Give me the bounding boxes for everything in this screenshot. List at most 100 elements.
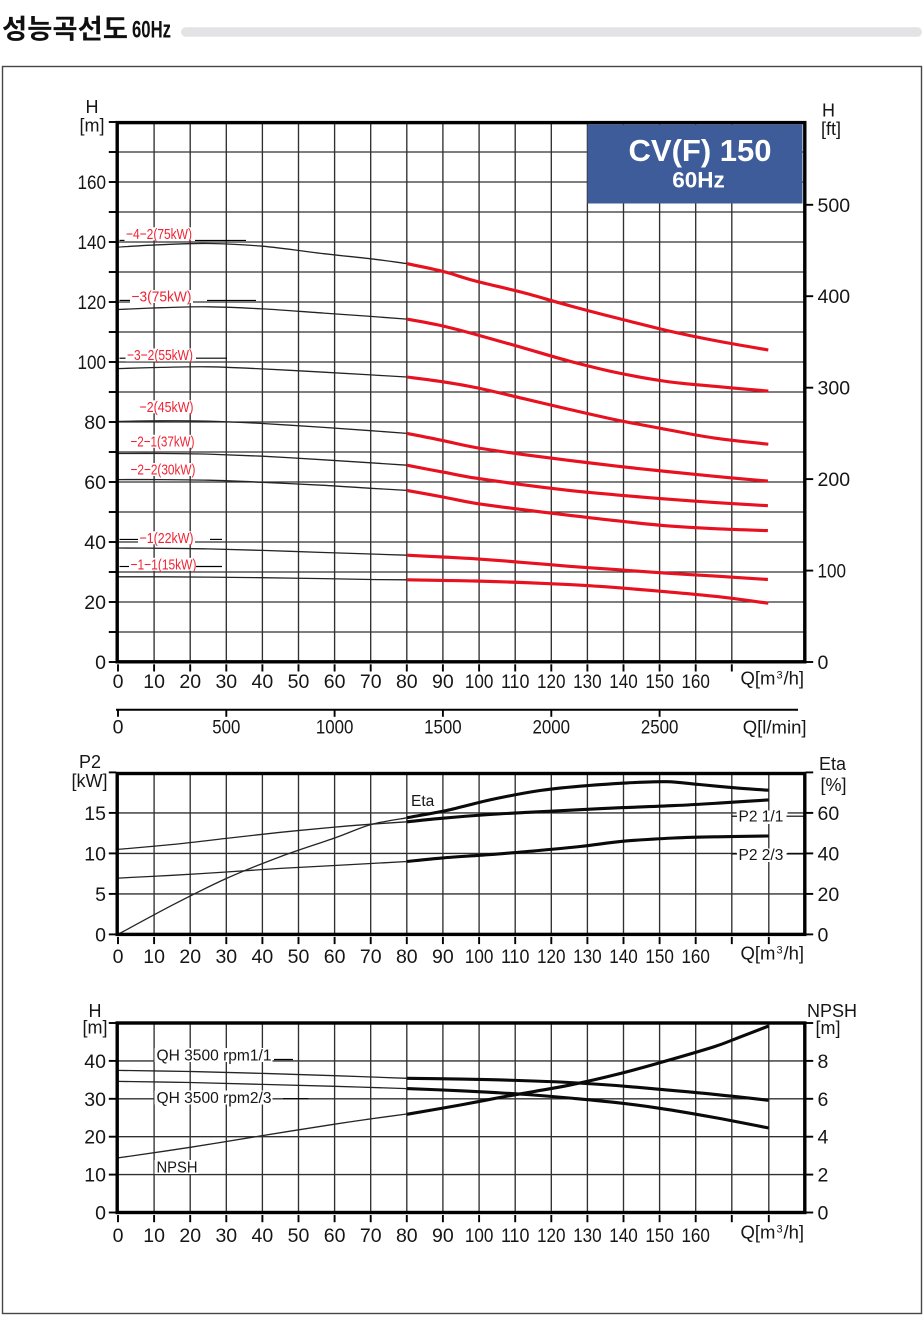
svg-text:400: 400 bbox=[818, 286, 851, 308]
svg-text:20: 20 bbox=[179, 671, 201, 693]
svg-text:40: 40 bbox=[252, 1225, 274, 1247]
svg-text:Q[m: Q[m bbox=[741, 943, 776, 964]
svg-text:50: 50 bbox=[288, 671, 310, 693]
svg-text:200: 200 bbox=[818, 469, 851, 491]
svg-text:8: 8 bbox=[818, 1051, 829, 1073]
svg-text:60: 60 bbox=[84, 472, 106, 494]
svg-text:4: 4 bbox=[818, 1127, 829, 1149]
svg-text:40: 40 bbox=[252, 671, 274, 693]
svg-text:NPSH: NPSH bbox=[157, 1160, 198, 1177]
svg-text:2: 2 bbox=[818, 1165, 829, 1187]
svg-text:10: 10 bbox=[84, 1165, 106, 1187]
svg-text:[m]: [m] bbox=[816, 1018, 841, 1038]
svg-text:70: 70 bbox=[360, 946, 382, 968]
svg-text:[%]: [%] bbox=[820, 775, 846, 795]
svg-text:40: 40 bbox=[252, 946, 274, 968]
svg-text:0: 0 bbox=[818, 652, 829, 674]
svg-text:100: 100 bbox=[465, 946, 494, 968]
svg-text:110: 110 bbox=[501, 946, 530, 968]
svg-text:100: 100 bbox=[465, 1225, 494, 1247]
svg-text:H: H bbox=[822, 101, 835, 121]
svg-text:0: 0 bbox=[818, 924, 829, 946]
svg-text:90: 90 bbox=[432, 671, 454, 693]
svg-text:15: 15 bbox=[84, 803, 106, 825]
svg-text:80: 80 bbox=[84, 412, 106, 434]
svg-text:6: 6 bbox=[818, 1089, 829, 1111]
svg-text:80: 80 bbox=[396, 946, 418, 968]
svg-text:H: H bbox=[89, 1001, 102, 1021]
svg-text:100: 100 bbox=[818, 561, 847, 583]
svg-text:−3(75kW): −3(75kW) bbox=[132, 289, 192, 306]
svg-text:90: 90 bbox=[432, 1225, 454, 1247]
svg-text:100: 100 bbox=[78, 352, 107, 374]
svg-text:130: 130 bbox=[573, 946, 602, 968]
svg-text:60: 60 bbox=[818, 803, 840, 825]
svg-text:50: 50 bbox=[288, 946, 310, 968]
svg-text:80: 80 bbox=[396, 671, 418, 693]
svg-text:0: 0 bbox=[113, 946, 124, 968]
svg-text:60: 60 bbox=[324, 1225, 346, 1247]
svg-text:130: 130 bbox=[573, 1225, 602, 1247]
svg-text:Eta: Eta bbox=[819, 754, 847, 774]
svg-text:P2 1/1: P2 1/1 bbox=[739, 809, 784, 826]
svg-text:140: 140 bbox=[609, 946, 638, 968]
svg-text:/h]: /h] bbox=[784, 1222, 805, 1243]
svg-text:/h]: /h] bbox=[784, 943, 805, 964]
svg-text:QH 3500 rpm1/1: QH 3500 rpm1/1 bbox=[157, 1048, 272, 1065]
svg-text:20: 20 bbox=[84, 1127, 106, 1149]
svg-text:QH 3500 rpm2/3: QH 3500 rpm2/3 bbox=[157, 1090, 272, 1107]
svg-text:20: 20 bbox=[818, 884, 840, 906]
svg-text:−2(45kW): −2(45kW) bbox=[140, 399, 194, 416]
svg-text:140: 140 bbox=[78, 232, 107, 254]
svg-text:40: 40 bbox=[84, 1051, 106, 1073]
svg-text:H: H bbox=[86, 97, 99, 117]
svg-text:[m]: [m] bbox=[80, 116, 105, 136]
svg-text:1000: 1000 bbox=[316, 717, 354, 739]
svg-text:2000: 2000 bbox=[533, 717, 571, 739]
svg-text:−4−2(75kW): −4−2(75kW) bbox=[126, 226, 192, 243]
svg-text:140: 140 bbox=[609, 1225, 638, 1247]
svg-text:60: 60 bbox=[324, 946, 346, 968]
svg-text:10: 10 bbox=[143, 1225, 165, 1247]
svg-text:20: 20 bbox=[84, 592, 106, 614]
svg-text:160: 160 bbox=[681, 946, 710, 968]
svg-text:P2 2/3: P2 2/3 bbox=[739, 847, 784, 864]
svg-text:500: 500 bbox=[818, 195, 851, 217]
svg-text:0: 0 bbox=[818, 1203, 829, 1225]
svg-text:500: 500 bbox=[212, 717, 240, 739]
svg-text:0: 0 bbox=[113, 671, 124, 693]
svg-text:70: 70 bbox=[360, 671, 382, 693]
svg-text:30: 30 bbox=[215, 946, 237, 968]
svg-text:1500: 1500 bbox=[424, 717, 462, 739]
svg-text:[kW]: [kW] bbox=[72, 771, 108, 791]
svg-text:−2−1(37kW): −2−1(37kW) bbox=[131, 433, 195, 450]
svg-text:0: 0 bbox=[95, 924, 106, 946]
svg-text:150: 150 bbox=[645, 1225, 674, 1247]
svg-text:160: 160 bbox=[681, 1225, 710, 1247]
svg-text:120: 120 bbox=[537, 1225, 566, 1247]
svg-text:150: 150 bbox=[645, 946, 674, 968]
svg-text:160: 160 bbox=[78, 172, 107, 194]
svg-text:0: 0 bbox=[113, 1225, 124, 1247]
svg-text:100: 100 bbox=[465, 671, 494, 693]
svg-text:110: 110 bbox=[501, 671, 530, 693]
svg-text:10: 10 bbox=[143, 946, 165, 968]
svg-text:−1−1(15kW): −1−1(15kW) bbox=[131, 556, 197, 573]
svg-text:3: 3 bbox=[777, 670, 783, 682]
svg-text:120: 120 bbox=[537, 671, 566, 693]
svg-text:130: 130 bbox=[573, 671, 602, 693]
svg-text:160: 160 bbox=[681, 671, 710, 693]
svg-text:Q[m: Q[m bbox=[741, 1222, 776, 1243]
svg-text:−3−2(55kW): −3−2(55kW) bbox=[127, 347, 193, 364]
svg-text:3: 3 bbox=[777, 1224, 783, 1236]
svg-text:−2−2(30kW): −2−2(30kW) bbox=[131, 462, 196, 479]
svg-text:20: 20 bbox=[179, 946, 201, 968]
svg-text:150: 150 bbox=[645, 671, 674, 693]
svg-text:CV(F) 150: CV(F) 150 bbox=[629, 133, 772, 168]
svg-text:70: 70 bbox=[360, 1225, 382, 1247]
svg-text:90: 90 bbox=[432, 946, 454, 968]
svg-text:0: 0 bbox=[95, 1203, 106, 1225]
svg-text:30: 30 bbox=[215, 671, 237, 693]
svg-text:60Hz: 60Hz bbox=[132, 17, 171, 44]
svg-text:2500: 2500 bbox=[641, 717, 679, 739]
